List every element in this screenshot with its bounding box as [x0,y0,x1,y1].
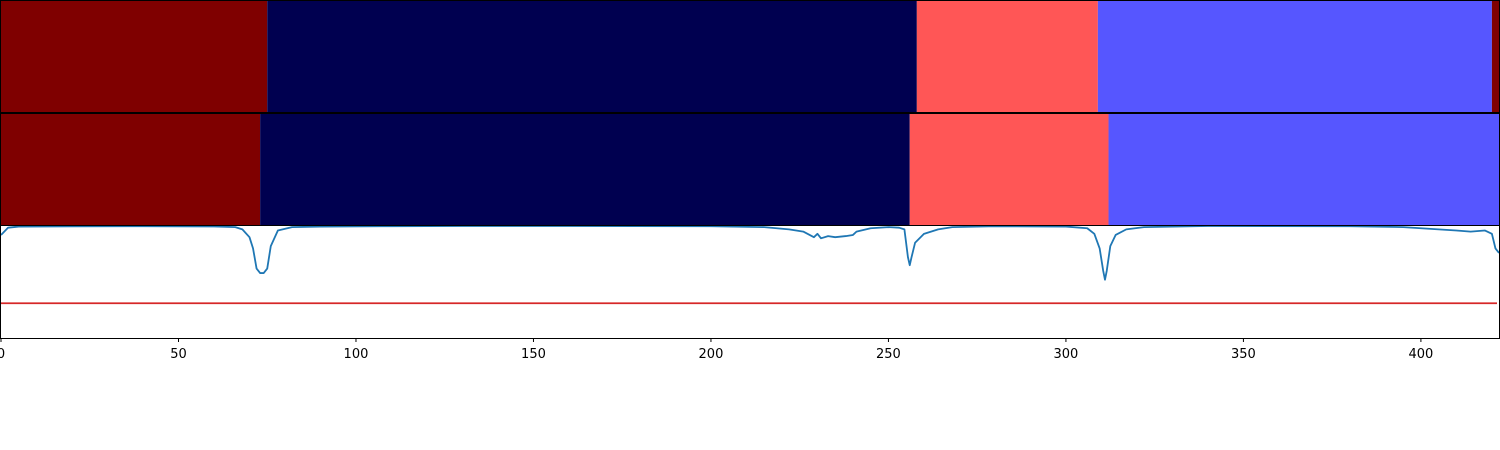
x-tick-label-100: 100 [344,347,369,362]
segment-2-1 [1,114,261,225]
line-plot-panel [0,225,1500,339]
segment-2-3 [909,114,1109,225]
x-tick-label-200: 200 [699,347,724,362]
segment-2-2 [260,114,910,225]
segment-1-3 [916,1,1098,112]
segment-1-1 [1,1,268,112]
x-tick-label-250: 250 [876,347,901,362]
segment-2-4 [1108,114,1499,225]
segment-bar-panel-middle [0,113,1500,226]
segment-1-2 [267,1,917,112]
segment-bar-panel-top [0,0,1500,113]
x-tick-label-350: 350 [1231,347,1256,362]
x-tick-label-150: 150 [521,347,546,362]
segment-1-4 [1097,1,1492,112]
x-tick-label-300: 300 [1054,347,1079,362]
x-tick-label-0: 0 [0,347,5,362]
series-line [0,225,1500,281]
x-axis: 0 50 100 150 200 250 300 350 400 [0,338,1433,362]
segment-1-5 [1491,1,1499,112]
x-tick-label-400: 400 [1408,347,1433,362]
panel-frame-3 [0,225,1500,339]
x-tick-label-50: 50 [170,347,187,362]
